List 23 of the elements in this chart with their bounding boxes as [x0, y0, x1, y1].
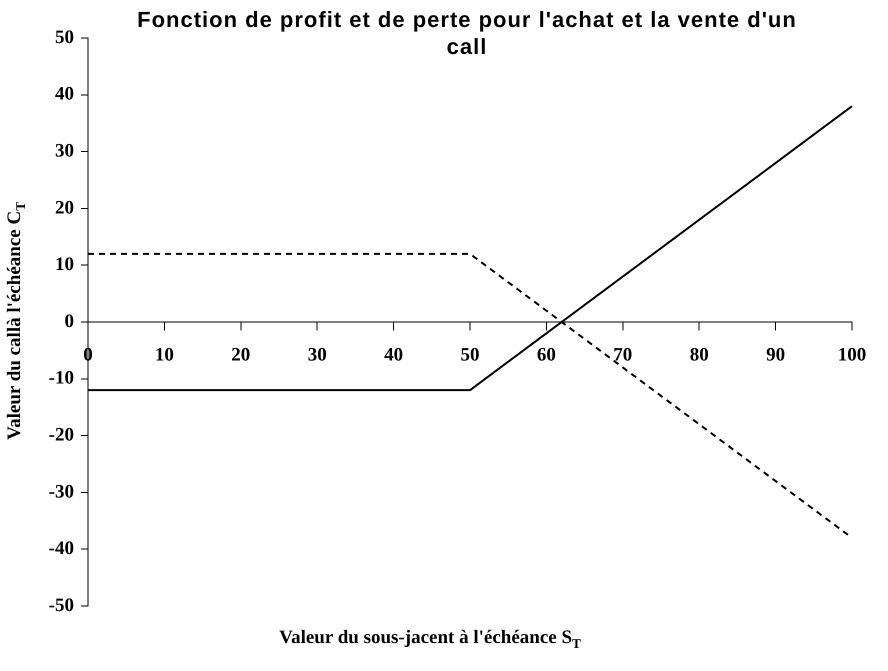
x-tick-label: 40 — [384, 344, 404, 366]
x-tick-label: 10 — [154, 344, 174, 366]
x-tick-label: 80 — [690, 344, 709, 366]
y-tick-label: 30 — [55, 140, 74, 162]
x-tick-label: 90 — [766, 344, 786, 366]
y-tick-label: 40 — [55, 84, 74, 105]
y-tick-label: 20 — [55, 197, 74, 218]
y-tick-label: 50 — [55, 26, 74, 48]
x-tick-label: 70 — [613, 344, 632, 366]
y-tick-label: -30 — [48, 481, 74, 502]
y-tick-label: -10 — [48, 368, 74, 389]
x-tick-label: 100 — [838, 344, 866, 366]
chart-title: Fonction de profit et de perte pour l'achat et la vente d'un call — [136, 6, 798, 60]
x-tick-label: 20 — [231, 344, 250, 366]
x-tick-label: 30 — [308, 344, 327, 366]
x-axis-title: Valeur du sous-jacent à l'échéance S$_{T}$ — [278, 626, 582, 653]
y-tick-label: 0 — [64, 310, 74, 332]
y-tick-label: 10 — [55, 254, 74, 276]
y-tick-label: -50 — [48, 594, 74, 616]
y-tick-label: -40 — [48, 538, 74, 560]
x-tick-label: 60 — [536, 344, 556, 366]
y-tick-label: -20 — [48, 424, 74, 446]
x-tick-label: 50 — [460, 344, 480, 366]
